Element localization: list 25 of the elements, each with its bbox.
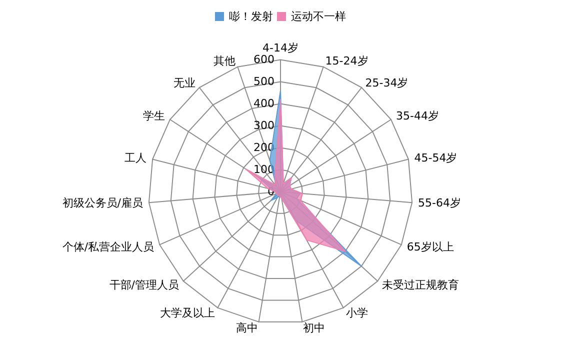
spoke-label: 个体/私营企业人员 bbox=[62, 240, 154, 254]
legend-label: 嘭！发射 bbox=[229, 10, 273, 23]
spoke-label: 65岁以上 bbox=[406, 240, 454, 254]
spoke-label: 大学及以上 bbox=[160, 306, 215, 320]
spoke-label: 其他 bbox=[214, 54, 236, 68]
spoke-label: 工人 bbox=[124, 151, 147, 164]
spoke-label: 初中 bbox=[303, 321, 326, 334]
spoke-label: 15-24岁 bbox=[325, 54, 368, 68]
spoke-label: 55-64岁 bbox=[418, 196, 461, 210]
spoke-label: 25-34岁 bbox=[365, 76, 408, 90]
y-tick-label: 600 bbox=[254, 53, 274, 66]
y-tick-label: 300 bbox=[254, 119, 274, 132]
legend-label: 运动不一样 bbox=[291, 10, 346, 23]
spoke-label: 无业 bbox=[174, 76, 196, 90]
spoke-label: 干部/管理人员 bbox=[109, 278, 179, 292]
spoke-label: 初级公务员/雇员 bbox=[62, 196, 143, 210]
spoke-label: 35-44岁 bbox=[396, 110, 439, 123]
spoke-label: 学生 bbox=[142, 110, 165, 123]
spoke-label: 小学 bbox=[346, 306, 368, 320]
spoke-label: 高中 bbox=[236, 321, 258, 334]
y-tick-label: 500 bbox=[254, 75, 274, 88]
y-tick-label: 400 bbox=[254, 97, 274, 110]
spoke-label: 未受过正规教育 bbox=[382, 278, 460, 292]
spoke-label: 45-54岁 bbox=[414, 151, 458, 164]
spoke-label: 4-14岁 bbox=[262, 42, 298, 55]
